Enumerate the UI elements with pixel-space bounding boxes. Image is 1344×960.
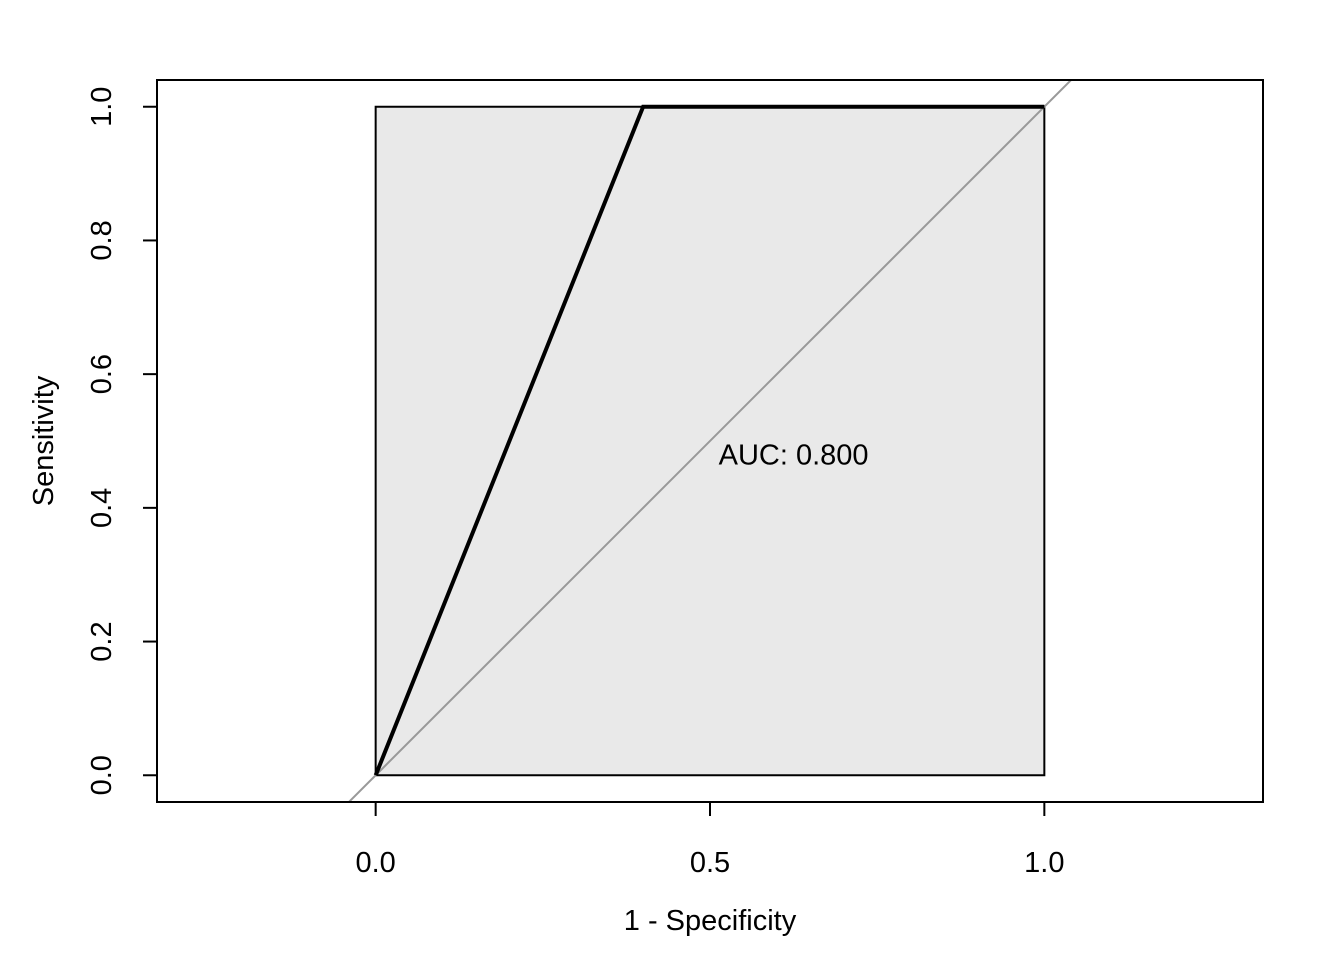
y-tick-label: 0.6 <box>86 354 118 394</box>
y-tick-label: 0.8 <box>86 220 118 260</box>
auc-annotation: AUC: 0.800 <box>719 439 869 471</box>
y-tick-label: 1.0 <box>86 87 118 127</box>
roc-curve <box>373 104 1045 777</box>
reference-diagonal <box>347 80 1073 802</box>
y-axis-title: Sensitivity <box>28 375 60 506</box>
y-tick-label: 0.0 <box>86 755 118 795</box>
y-axis: 0.0 0.2 0.4 0.6 0.8 1.0 <box>86 87 158 795</box>
x-axis: 0.0 0.5 1.0 <box>355 801 1065 879</box>
x-tick-label: 0.0 <box>355 847 395 879</box>
x-axis-title: 1 - Specificity <box>624 905 797 937</box>
x-tick-label: 0.5 <box>690 847 730 879</box>
y-tick-label: 0.4 <box>86 488 118 528</box>
y-tick-label: 0.2 <box>86 621 118 661</box>
x-tick-label: 1.0 <box>1024 847 1064 879</box>
